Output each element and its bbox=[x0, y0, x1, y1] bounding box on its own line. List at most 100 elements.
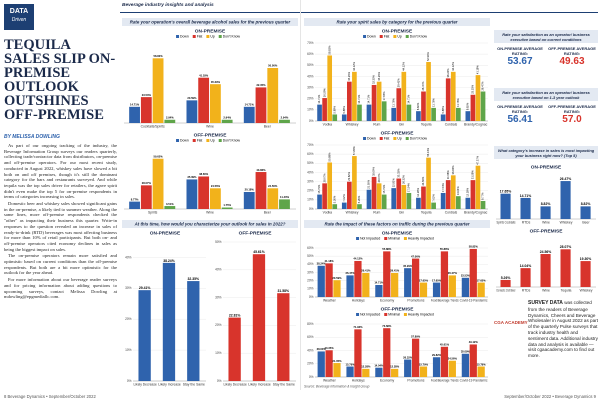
value-label: 14.71% bbox=[357, 94, 361, 103]
x-tick-label: Weather bbox=[323, 298, 337, 302]
bar bbox=[267, 188, 279, 209]
x-tick-label: Cordials bbox=[445, 210, 458, 214]
bar bbox=[357, 104, 362, 121]
value-label: 12.28% bbox=[390, 365, 400, 369]
value-label: 57.89% bbox=[352, 146, 356, 155]
value-label: 20.59% bbox=[187, 96, 197, 100]
rating-row: ON-PREMISE AVERAGE RATING: 56.41 OFF-PREM… bbox=[494, 104, 598, 125]
x-tick-label: Stay the Same bbox=[183, 382, 205, 386]
x-tick-label: Promotions bbox=[407, 378, 424, 382]
legend-label: Up bbox=[397, 136, 401, 140]
value-label: 2.94% bbox=[166, 115, 174, 119]
legend-label: Down bbox=[367, 34, 376, 38]
value-label: 8.82% bbox=[466, 102, 470, 110]
bar bbox=[469, 344, 477, 377]
bar bbox=[317, 265, 325, 297]
legend-label: Flat bbox=[384, 136, 390, 140]
legend-swatch bbox=[356, 237, 360, 240]
x-tick-label: Tequila bbox=[561, 288, 572, 292]
legend-label: Up bbox=[210, 34, 214, 38]
value-label: 49.12% bbox=[469, 340, 479, 344]
bar bbox=[421, 91, 426, 121]
bar bbox=[455, 196, 461, 209]
bar bbox=[432, 357, 441, 377]
legend-swatch bbox=[206, 35, 210, 38]
value-label: 29.41% bbox=[396, 78, 400, 87]
chart-title-bar bbox=[122, 220, 298, 228]
bar bbox=[327, 162, 333, 209]
legend-label: Not Impacted bbox=[360, 312, 380, 316]
value-label: 17.65% bbox=[432, 278, 442, 282]
chart-title-bar bbox=[122, 18, 298, 26]
value-label: 50.00% bbox=[268, 64, 278, 68]
bar bbox=[391, 107, 397, 121]
byline: BY MELISSA DOWLING bbox=[4, 134, 60, 140]
section-name: DATA bbox=[9, 8, 29, 15]
bar bbox=[317, 194, 322, 209]
value-label: 47.37% bbox=[476, 155, 480, 164]
rating-block: Rate your satisfaction as an operator/ b… bbox=[494, 88, 598, 125]
legend-swatch bbox=[393, 137, 397, 140]
value-label: 41.18% bbox=[476, 65, 480, 74]
legend-label: Up bbox=[397, 34, 401, 38]
chart-title: What category's increase in sales is mos… bbox=[494, 146, 598, 159]
y-tick-label: 30% bbox=[307, 179, 314, 183]
bar bbox=[341, 202, 347, 209]
chart-source: Source: Beverage Information & Insight G… bbox=[304, 384, 370, 388]
x-tick-label: Food/Beverage Trends bbox=[431, 378, 459, 382]
bar bbox=[396, 88, 402, 121]
rating-row: ON-PREMISE AVERAGE RATING: 53.67 OFF-PREM… bbox=[494, 46, 598, 67]
legend: Down Flat Up Don't Know bbox=[176, 138, 241, 142]
bar bbox=[381, 101, 387, 121]
y-tick-label: 30% bbox=[125, 286, 132, 290]
bar bbox=[129, 201, 140, 209]
value-label: 1.75% bbox=[223, 203, 231, 207]
x-tick-label: RTDs bbox=[522, 220, 531, 224]
value-label: 28.07% bbox=[322, 173, 326, 182]
y-tick-label: 10% bbox=[307, 198, 314, 202]
bar bbox=[401, 71, 407, 121]
legend: Down Flat Up Don't Know bbox=[363, 136, 428, 140]
x-tick-label: Food/Beverage Trends bbox=[431, 298, 459, 302]
bar bbox=[267, 68, 279, 123]
value-label: 35.29% bbox=[377, 71, 381, 80]
bar bbox=[455, 107, 461, 121]
value-label: 3.51% bbox=[166, 202, 174, 206]
legend-swatch bbox=[384, 313, 388, 316]
value-label: 14.71% bbox=[245, 103, 255, 107]
bar bbox=[317, 104, 322, 121]
bar bbox=[279, 199, 290, 209]
x-tick-label: Holidays bbox=[352, 298, 365, 302]
x-tick-label: Beer bbox=[264, 210, 272, 214]
legend-swatch bbox=[192, 139, 196, 142]
bar bbox=[580, 206, 591, 219]
chart-subtitle: OFF-PREMISE bbox=[239, 230, 273, 236]
chart-subtitle: OFF-PREMISE bbox=[381, 130, 415, 136]
value-label: 17.65% bbox=[382, 91, 386, 100]
x-tick-label: Wine bbox=[206, 124, 214, 128]
bar bbox=[431, 107, 436, 121]
value-label: 28.07% bbox=[560, 245, 572, 249]
bar bbox=[470, 94, 476, 121]
paragraph: As part of our ongoing tracking of the i… bbox=[4, 143, 117, 200]
chart-subtitle: ON-PREMISE bbox=[382, 28, 413, 34]
chart-subtitle: ON-PREMISE bbox=[150, 230, 181, 236]
article-title: TEQUILA SALES SLIP ON-PREMISE OUTLOOK OU… bbox=[4, 37, 116, 123]
paragraph: The on-premise operators remain more sat… bbox=[4, 253, 117, 276]
x-tick-label: Likely Decrease bbox=[224, 382, 247, 386]
bar bbox=[477, 282, 485, 297]
bar bbox=[404, 268, 412, 297]
chart-title: Rate your spirit sales by category for t… bbox=[336, 19, 457, 24]
value-label: 26.47% bbox=[448, 271, 458, 275]
x-tick-label: Wine bbox=[542, 288, 550, 292]
rating-label: ON-PREMISE AVERAGE RATING: bbox=[497, 104, 543, 114]
value-label: 52.94% bbox=[426, 52, 430, 61]
rating-item: OFF-PREMISE AVERAGE RATING: 57.0 bbox=[546, 104, 598, 125]
value-label: 7.02% bbox=[342, 194, 346, 202]
x-tick-label: Wine bbox=[542, 220, 550, 224]
bar bbox=[411, 338, 420, 377]
bar bbox=[448, 275, 456, 297]
x-tick-label: Beer bbox=[264, 124, 272, 128]
